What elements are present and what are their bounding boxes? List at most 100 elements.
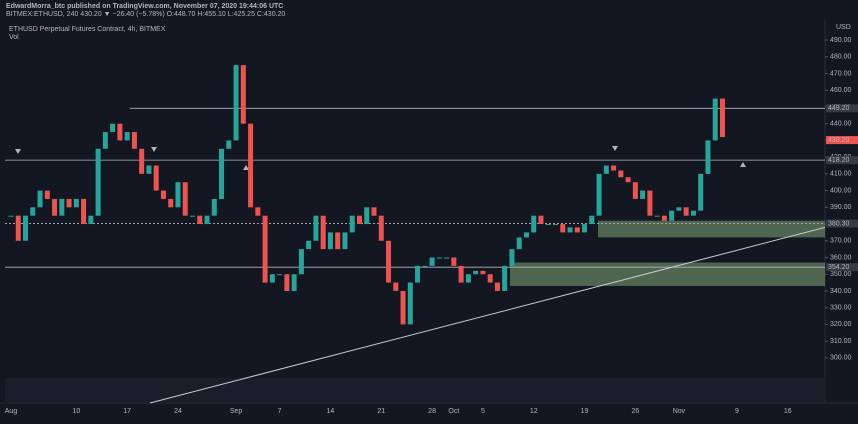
candle (458, 265, 464, 283)
x-tick-label: 16 (784, 408, 792, 415)
x-tick-label: 21 (377, 408, 385, 415)
candle (429, 257, 435, 266)
y-tick-label: 440.00 (830, 121, 852, 128)
x-tick-label: 5 (481, 408, 485, 415)
candle (444, 257, 450, 259)
candle (37, 190, 43, 208)
candle (153, 165, 159, 191)
candle (81, 198, 87, 225)
candle (320, 215, 326, 250)
candle (102, 132, 108, 149)
candle (393, 282, 399, 291)
candle (131, 132, 137, 149)
candle (371, 207, 377, 216)
y-tick-label: 410.00 (830, 171, 852, 178)
y-tick-label: 320.00 (830, 321, 852, 328)
candle (400, 290, 406, 325)
x-tick-label: 17 (123, 408, 131, 415)
level-tag (826, 263, 858, 272)
x-tick-label: 14 (327, 408, 335, 415)
x-tick-label: Oct (448, 408, 459, 415)
candle (219, 148, 225, 199)
candle (494, 282, 500, 291)
y-tick-label: 490.00 (830, 37, 852, 44)
candle (59, 198, 65, 216)
x-tick-label: Aug (5, 408, 18, 415)
candle (705, 140, 711, 174)
candle (110, 123, 116, 133)
candle (204, 215, 210, 225)
candle (291, 274, 297, 291)
candle (640, 190, 646, 199)
y-tick-label: 370.00 (830, 238, 852, 245)
candle (233, 65, 239, 141)
level-label: 418.20 (828, 157, 850, 164)
candle (349, 215, 355, 233)
candle (117, 123, 123, 141)
candle (574, 227, 580, 233)
candle (589, 215, 595, 225)
candle (422, 265, 428, 267)
candle (415, 265, 421, 283)
candle (52, 198, 58, 216)
candle (654, 215, 660, 217)
arrow-down (15, 149, 21, 154)
x-tick-label: 9 (735, 408, 739, 415)
candle (139, 148, 145, 174)
candle (516, 237, 522, 250)
arrows (15, 146, 746, 170)
candle (306, 240, 312, 250)
arrow-up (243, 165, 249, 170)
last-price-tag (826, 136, 858, 145)
y-tick-label: 360.00 (830, 254, 852, 261)
y-tick-label: 390.00 (830, 204, 852, 211)
candle (211, 198, 217, 216)
volume-label: Vol (9, 34, 19, 41)
candle (407, 282, 413, 325)
candle (160, 190, 166, 199)
candle (596, 173, 602, 216)
candle (560, 224, 566, 233)
candle (378, 215, 384, 241)
x-tick-label: 26 (631, 408, 639, 415)
candle (168, 198, 174, 208)
candle (676, 207, 682, 211)
y-tick-label: 480.00 (830, 54, 852, 61)
candle (712, 98, 718, 141)
axis-unit: USD (836, 24, 851, 31)
candle (632, 182, 638, 199)
candle (690, 210, 696, 216)
y-tick-label: 330.00 (830, 305, 852, 312)
candle (582, 224, 588, 233)
level-label: 354.20 (828, 264, 850, 271)
x-tick-label: 24 (174, 408, 182, 415)
candle (480, 270, 486, 275)
candle (356, 215, 362, 225)
candle (625, 177, 631, 183)
candle (298, 249, 304, 275)
y-tick-label: 300.00 (830, 355, 852, 362)
x-tick-label: 19 (581, 408, 589, 415)
candle (146, 165, 152, 174)
level-tag (826, 104, 858, 113)
candle (175, 182, 181, 208)
x-tick-label: Nov (673, 408, 686, 415)
candle (502, 265, 508, 291)
candle (545, 224, 551, 226)
arrow-up (740, 162, 746, 167)
last-price-label: 430.20 (828, 137, 850, 144)
candle (509, 249, 515, 266)
candle (277, 274, 283, 276)
x-tick-label: 7 (278, 408, 282, 415)
candle (30, 207, 36, 216)
level-tag (826, 156, 858, 165)
candle (618, 170, 624, 178)
candle (342, 232, 348, 250)
candle (124, 132, 130, 141)
symbol-line: BITMEX:ETHUSD, 240 430.20 ▼ −26.40 (−5.7… (6, 11, 285, 18)
candle (269, 274, 275, 283)
candle (73, 198, 79, 208)
candle (538, 215, 544, 225)
